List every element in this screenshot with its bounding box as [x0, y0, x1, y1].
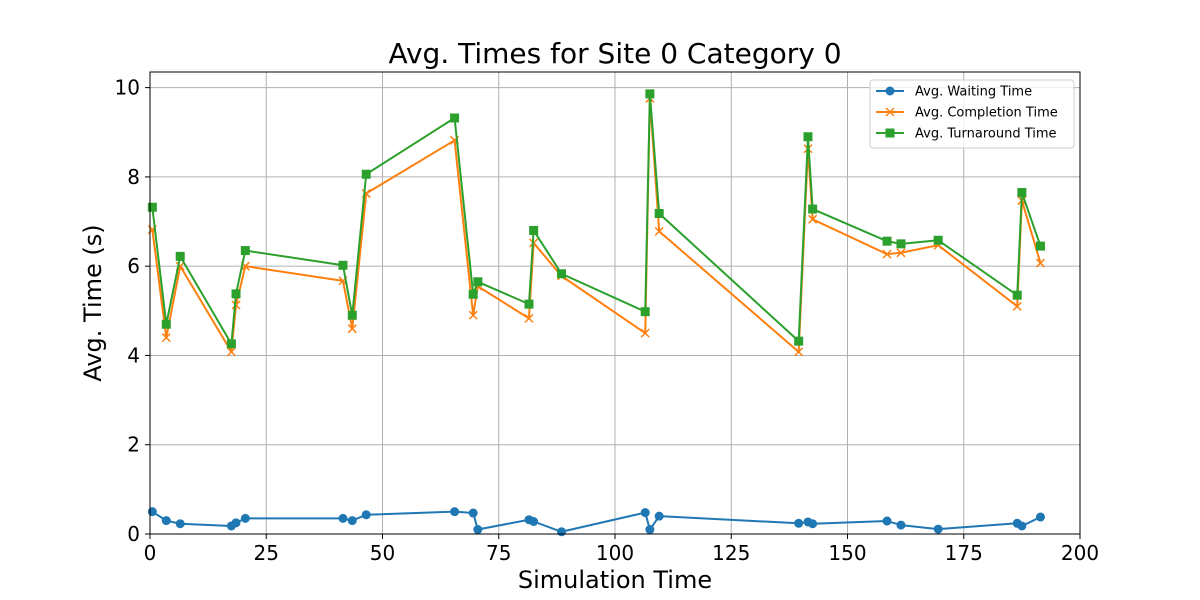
- data-point: [338, 513, 348, 523]
- data-point: [450, 113, 460, 123]
- legend-label: Avg. Waiting Time: [915, 85, 1032, 100]
- data-point: [529, 517, 539, 527]
- data-point: [361, 510, 371, 520]
- data-point: [1035, 512, 1045, 522]
- data-point: [1017, 188, 1027, 198]
- y-axis-label: Avg. Time (s): [79, 224, 107, 381]
- data-point: [175, 251, 185, 261]
- data-point: [240, 513, 250, 523]
- data-point: [654, 226, 664, 236]
- legend-label: Avg. Completion Time: [915, 106, 1058, 121]
- data-point: [468, 289, 478, 299]
- data-point: [226, 339, 236, 349]
- data-point: [231, 289, 241, 299]
- data-point: [882, 249, 892, 259]
- data-point: [794, 336, 804, 346]
- data-point: [231, 518, 241, 528]
- data-point: [808, 519, 818, 529]
- x-tick-label: 150: [828, 541, 866, 565]
- x-tick-label: 0: [144, 541, 157, 565]
- data-point: [240, 246, 250, 256]
- data-point: [640, 328, 650, 338]
- chart-title: Avg. Times for Site 0 Category 0: [388, 37, 841, 70]
- series-layer: [147, 89, 1046, 537]
- data-point: [933, 235, 943, 245]
- data-point: [896, 248, 906, 258]
- data-point: [161, 333, 171, 343]
- data-point: [557, 269, 567, 279]
- data-point: [640, 508, 650, 518]
- data-point: [473, 277, 483, 287]
- legend: Avg. Waiting Time Avg. Completion Time Avg…: [869, 79, 1075, 149]
- series-2: [147, 89, 1045, 349]
- x-tick-label: 175: [945, 541, 983, 565]
- data-point: [808, 214, 818, 224]
- data-point: [347, 516, 357, 526]
- data-point: [468, 508, 478, 518]
- data-point: [794, 347, 804, 357]
- x-tick-label: 200: [1061, 541, 1099, 565]
- data-point: [803, 132, 813, 142]
- data-point: [468, 310, 478, 320]
- data-point: [1035, 258, 1046, 268]
- data-point: [524, 313, 534, 323]
- data-point: [147, 202, 157, 212]
- x-axis-label: Simulation Time: [518, 566, 712, 594]
- x-tick-label: 25: [254, 541, 279, 565]
- x-tick-label: 75: [486, 541, 511, 565]
- data-point: [524, 299, 534, 309]
- data-point: [147, 507, 157, 517]
- data-point: [1012, 301, 1022, 311]
- data-point: [557, 527, 567, 537]
- data-point: [1012, 290, 1022, 300]
- data-point: [896, 239, 906, 249]
- y-tick-label: 10: [115, 76, 140, 100]
- data-point: [645, 89, 655, 99]
- data-point: [361, 169, 371, 179]
- data-point: [175, 519, 185, 529]
- data-point: [640, 307, 650, 317]
- data-point: [450, 507, 460, 517]
- x-tick-label: 50: [370, 541, 395, 565]
- legend-item: Avg. Turnaround Time: [876, 127, 1057, 142]
- y-tick-label: 0: [127, 522, 140, 546]
- data-point: [1017, 521, 1027, 531]
- legend-item: Avg. Waiting Time: [876, 85, 1032, 100]
- data-point: [161, 516, 171, 526]
- legend-marker: [885, 86, 895, 96]
- data-point: [226, 347, 236, 357]
- legend-marker: [885, 107, 895, 117]
- y-tick-label: 4: [127, 343, 140, 367]
- data-point: [347, 324, 357, 334]
- data-point: [231, 300, 241, 310]
- y-tick-label: 6: [127, 254, 140, 278]
- x-tick-label: 125: [712, 541, 750, 565]
- data-point: [808, 204, 818, 214]
- data-point: [654, 511, 664, 521]
- legend-label: Avg. Turnaround Time: [915, 127, 1057, 142]
- data-point: [794, 518, 804, 528]
- y-tick-label: 2: [127, 433, 140, 457]
- data-point: [161, 319, 171, 329]
- data-point: [529, 225, 539, 235]
- ticks: 0 25 50 75 100 125 150 175 200 0 2 4 6 8 10: [115, 76, 1100, 565]
- data-point: [882, 236, 892, 246]
- data-point: [473, 525, 483, 535]
- data-point: [896, 520, 906, 530]
- data-point: [882, 516, 892, 526]
- data-point: [347, 310, 357, 320]
- y-tick-label: 8: [127, 165, 140, 189]
- data-point: [933, 524, 943, 534]
- series-0: [147, 507, 1045, 537]
- data-point: [1035, 241, 1045, 251]
- data-point: [338, 260, 348, 270]
- x-tick-label: 100: [596, 541, 634, 565]
- data-point: [654, 209, 664, 219]
- legend-box: [869, 79, 1075, 149]
- legend-item: Avg. Completion Time: [876, 106, 1058, 121]
- legend-marker: [885, 128, 895, 138]
- data-point: [645, 525, 655, 535]
